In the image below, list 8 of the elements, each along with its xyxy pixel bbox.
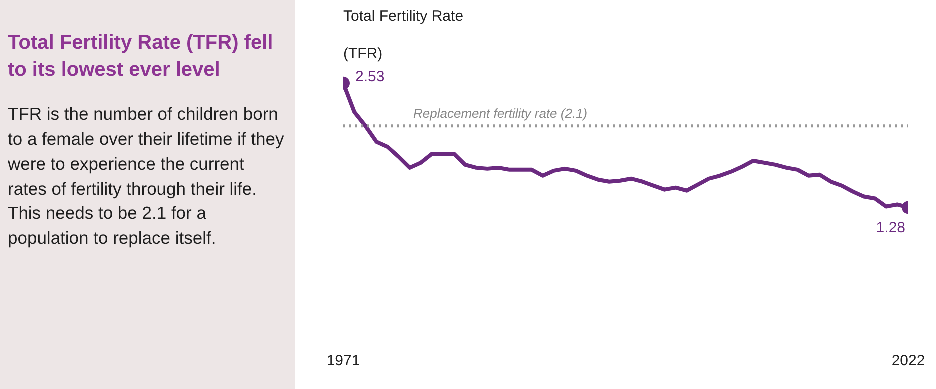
text: Total Fertility Rate (TFR) fell to its lowest ever level (8, 31, 274, 83)
text: Total Fertility Rate (TFR) (344, 8, 464, 62)
x-tick-label: 2022 (892, 352, 926, 370)
data-label: 2.53 (356, 68, 385, 86)
data-label: 1.28 (876, 220, 906, 237)
text: TFR is the number of children born to a female over their lifetime if they were to experience the current rates of fertility through their life. This needs to be 2.1 for a population to replace itself. (8, 103, 286, 250)
ref-line-label: Replacement fertility rate (2.1) (414, 106, 588, 122)
x-tick-label: 1971 (326, 352, 360, 370)
